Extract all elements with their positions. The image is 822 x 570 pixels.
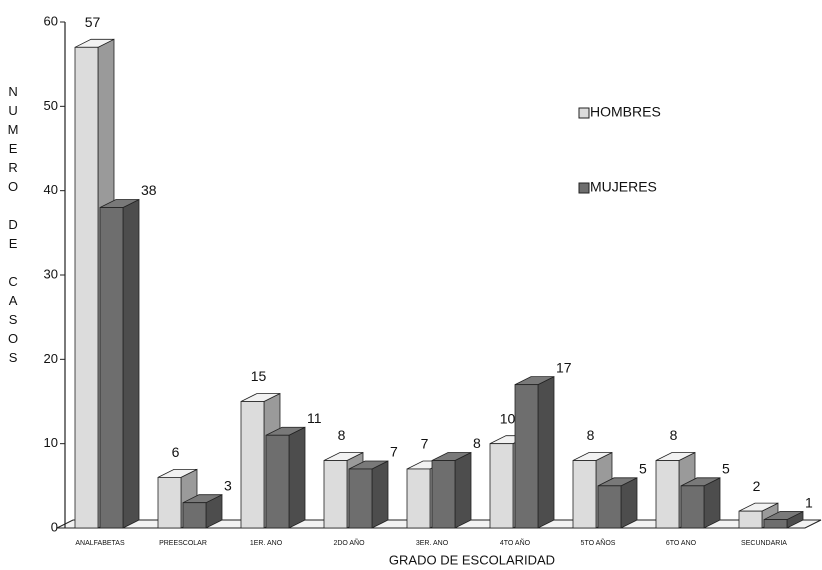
value-label: 3 [224,477,232,493]
x-tick-label: SECUNDARIA [741,540,787,547]
value-label: 1 [805,494,813,510]
value-label: 8 [587,427,595,443]
bar-side [122,198,140,529]
y-axis-label: NUMERO DE CASOS [6,84,21,369]
y-tick-label: 50 [44,98,58,113]
bar [265,434,290,529]
x-tick-label: 4TO AÑO [500,538,531,547]
value-label: 7 [390,444,398,460]
y-tick-label: 40 [44,182,58,197]
y-tick-label: 10 [44,435,58,450]
legend-swatch [578,182,590,194]
y-tick-label: 60 [44,13,58,28]
value-label: 38 [141,182,157,198]
value-label: 8 [338,427,346,443]
bar-side [454,451,472,529]
value-label: 6 [172,444,180,460]
x-tick-label: 6TO ANO [666,540,697,547]
bar [406,468,431,529]
value-label: 8 [473,435,481,451]
x-axis-label: GRADO DE ESCOLARIDAD [389,552,555,567]
value-label: 5 [722,461,730,477]
bar [763,519,788,529]
x-tick-label: 5TO AÑOS [581,538,616,547]
bar [431,460,456,529]
value-label: 10 [500,410,516,426]
x-tick-label: 3ER. ANO [416,540,449,547]
x-tick-label: PREESCOLAR [159,540,207,547]
x-tick-label: 1ER. ANO [250,540,283,547]
bar [74,46,99,529]
y-tick-label: 0 [51,519,58,534]
bar-side [537,375,555,529]
bar [514,384,539,529]
bar-side [703,477,721,529]
bar [323,460,348,529]
x-tick-label: ANALFABETAS [75,540,125,547]
bar [182,502,207,529]
bar [738,510,763,529]
bar-side [371,460,389,529]
value-label: 7 [421,436,429,452]
value-label: 57 [85,14,101,30]
y-tick-label: 20 [44,351,58,366]
bar [680,485,705,529]
bar-side [620,477,638,529]
value-label: 17 [556,359,572,375]
x-tick-label: 2DO AÑO [333,538,365,547]
legend-label: HOMBRES [590,104,661,120]
legend-label: MUJERES [590,179,657,195]
value-label: 2 [753,478,761,494]
bar [655,460,680,529]
bar [572,460,597,529]
value-label: 5 [639,461,647,477]
value-label: 8 [670,427,678,443]
bar [240,401,265,529]
bar [489,443,514,529]
bar [157,476,182,529]
bar [597,485,622,529]
bar-side [288,426,306,529]
value-label: 11 [307,410,322,426]
legend-swatch [578,107,590,119]
y-tick-label: 30 [44,266,58,281]
bar [99,207,124,529]
bar [348,468,373,529]
value-label: 15 [251,368,267,384]
